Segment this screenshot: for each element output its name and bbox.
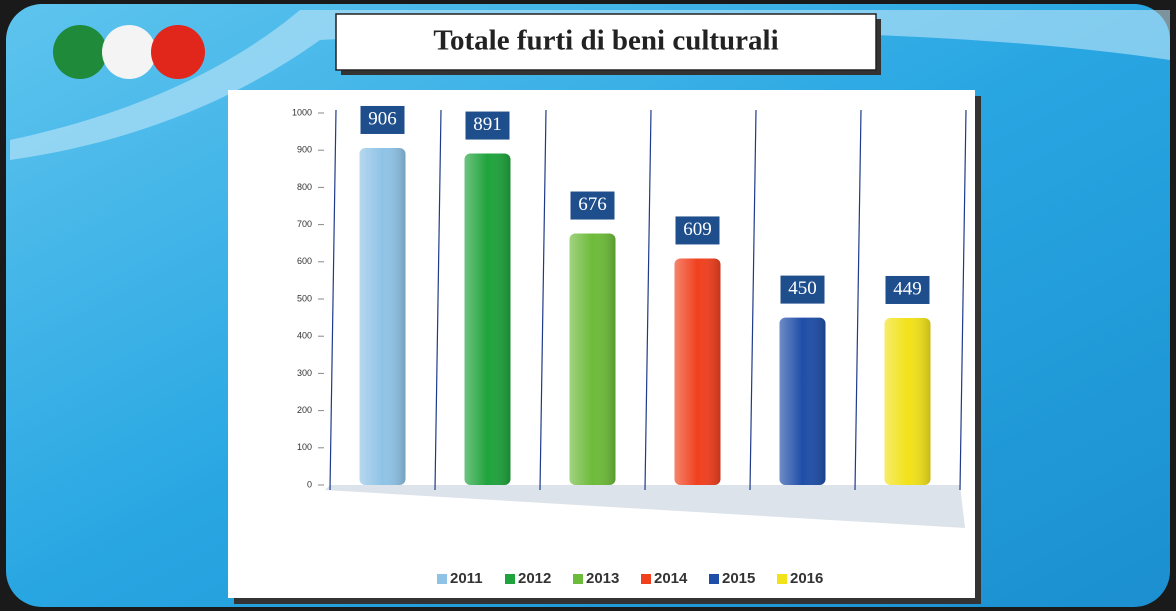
grid-line: [749, 109, 757, 491]
flag-red: [151, 25, 205, 79]
legend-swatch: [437, 574, 447, 584]
y-tick-label: 300: [297, 368, 312, 378]
value-label-box: [360, 105, 405, 134]
legend-swatch: [573, 574, 583, 584]
grid-line: [434, 109, 442, 491]
y-tick-label: 1000: [292, 107, 312, 117]
legend-swatch: [709, 574, 719, 584]
flag-white: [102, 25, 156, 79]
bar-shine: [569, 233, 616, 485]
value-label: 906: [368, 108, 397, 129]
y-tick-label: 200: [297, 405, 312, 415]
grid-line: [854, 109, 862, 491]
bar-shine: [779, 317, 826, 485]
grid-line: [644, 109, 652, 491]
y-tick-label: 600: [297, 256, 312, 266]
legend-swatch: [641, 574, 651, 584]
bar-shine: [359, 147, 406, 485]
value-label-box: [885, 275, 930, 304]
legend-label: 2011: [450, 570, 483, 587]
grid-line: [959, 109, 967, 491]
legend-swatch: [505, 574, 515, 584]
y-tick-label: 700: [297, 219, 312, 229]
legend-label: 2013: [586, 570, 619, 587]
grid-line: [329, 109, 337, 491]
floor: [325, 485, 965, 528]
wave: [10, 10, 1170, 160]
value-label-box: [675, 216, 720, 245]
value-label-box: [780, 275, 825, 304]
legend-label: 2012: [518, 570, 551, 587]
value-label-box: [570, 191, 615, 220]
value-label: 676: [578, 194, 607, 215]
y-tick-label: 500: [297, 293, 312, 303]
flag-green: [53, 25, 107, 79]
legend-label: 2015: [722, 570, 755, 587]
grid-line: [539, 109, 547, 491]
value-label-box: [465, 111, 510, 140]
y-tick-label: 400: [297, 331, 312, 341]
legend-swatch: [777, 574, 787, 584]
value-label: 891: [473, 114, 502, 135]
y-tick-label: 900: [297, 145, 312, 155]
value-label: 450: [788, 278, 817, 299]
title-box: [335, 13, 877, 71]
y-tick-label: 0: [307, 479, 312, 489]
chart-title: Totale furti di beni culturali: [433, 25, 778, 57]
y-tick-label: 800: [297, 182, 312, 192]
y-tick-label: 100: [297, 442, 312, 452]
legend-label: 2014: [654, 570, 688, 587]
bar-shine: [464, 153, 511, 485]
value-label: 449: [893, 278, 922, 299]
bar-shine: [884, 317, 931, 485]
legend-label: 2016: [790, 570, 823, 587]
bar-shine: [674, 258, 721, 485]
value-label: 609: [683, 219, 712, 240]
